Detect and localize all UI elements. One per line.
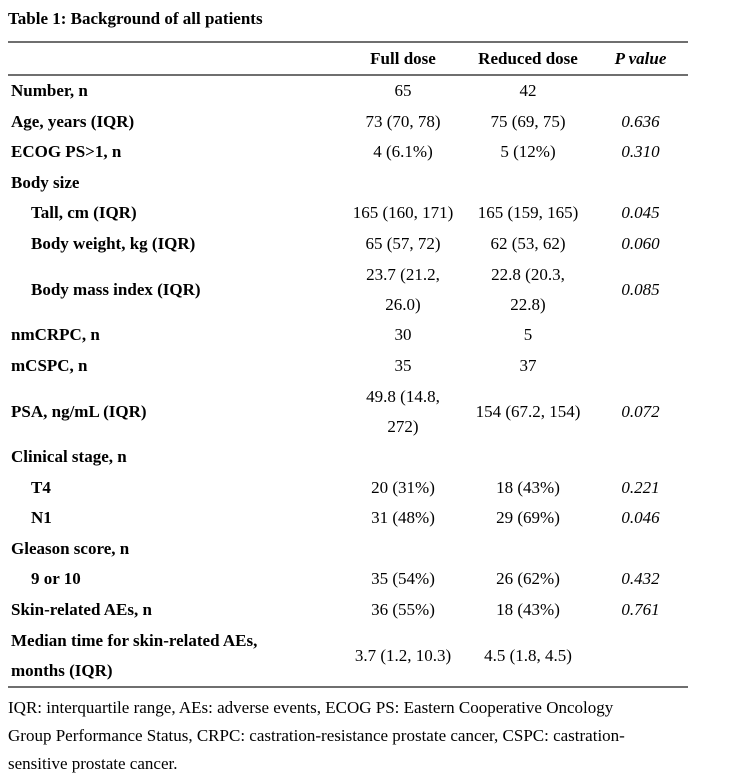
row-label: Age, years (IQR) — [11, 111, 135, 131]
reduced-dose-value: 75 (69, 75) — [490, 111, 566, 131]
p-value: 0.045 — [621, 203, 660, 223]
reduced-dose-value: 18 (43%) — [496, 477, 560, 497]
table-header-rule — [8, 74, 688, 76]
full-dose-value: 73 (70, 78) — [365, 111, 441, 131]
full-dose-value: 4 (6.1%) — [373, 142, 433, 162]
table-row: Age, years (IQR) 73 (70, 78) 75 (69, 75)… — [8, 107, 688, 138]
full-dose-value: 165 (160, 171) — [352, 203, 454, 223]
row-label: Body mass index (IQR) — [31, 279, 201, 299]
table-row: 9 or 10 35 (54%) 26 (62%) 0.432 — [8, 564, 688, 595]
row-label: 9 or 10 — [31, 569, 81, 589]
full-dose-value: 35 — [394, 355, 412, 375]
reduced-dose-value: 4.5 (1.8, 4.5) — [484, 645, 572, 665]
p-value: 0.060 — [621, 233, 660, 253]
table-row: Gleason score, n — [8, 534, 688, 565]
p-value: 0.636 — [621, 111, 660, 131]
full-dose-value: 65 — [394, 81, 412, 101]
footnote-line: sensitive prostate cancer. — [8, 754, 178, 773]
full-dose-value: 30 — [394, 325, 412, 345]
reduced-dose-value: 29 (69%) — [496, 508, 560, 528]
p-value: 0.761 — [621, 599, 660, 619]
table-row: ECOG PS>1, n 4 (6.1%) 5 (12%) 0.310 — [8, 137, 688, 168]
full-dose-value: 31 (48%) — [371, 508, 435, 528]
row-label: Gleason score, n — [11, 538, 130, 558]
table-row: Body size — [8, 168, 688, 199]
patients-table: Full dose Reduced dose P value Number, n… — [8, 41, 688, 688]
table-body: Number, n 65 42 Age, years (IQR) 73 (70,… — [8, 76, 688, 686]
column-header-full-dose: Full dose — [370, 48, 436, 68]
full-dose-value: 23.7 (21.2, 26.0) — [366, 264, 440, 314]
p-value: 0.310 — [621, 142, 660, 162]
p-value: 0.432 — [621, 569, 660, 589]
reduced-dose-value: 26 (62%) — [496, 569, 560, 589]
row-label: Number, n — [11, 81, 88, 101]
reduced-dose-value: 5 (12%) — [500, 142, 556, 162]
table-row: N1 31 (48%) 29 (69%) 0.046 — [8, 503, 688, 534]
row-label: Median time for skin-related AEs, months… — [11, 630, 258, 680]
row-label: ECOG PS>1, n — [11, 142, 122, 162]
row-label: Body size — [11, 172, 80, 192]
reduced-dose-value: 18 (43%) — [496, 599, 560, 619]
reduced-dose-value: 37 — [519, 355, 537, 375]
column-header-reduced-dose: Reduced dose — [478, 48, 578, 68]
full-dose-value: 35 (54%) — [371, 569, 435, 589]
table-row: Number, n 65 42 — [8, 76, 688, 107]
table-bottom-rule — [8, 686, 688, 688]
reduced-dose-value: 5 — [523, 325, 533, 345]
reduced-dose-value: 22.8 (20.3, 22.8) — [491, 264, 565, 314]
row-label: N1 — [31, 508, 52, 528]
table-row: mCSPC, n 35 37 — [8, 351, 688, 382]
table-row: Clinical stage, n — [8, 442, 688, 473]
full-dose-value: 36 (55%) — [371, 599, 435, 619]
reduced-dose-value: 62 (53, 62) — [490, 233, 566, 253]
table-header-row: Full dose Reduced dose P value — [8, 43, 688, 74]
table-row: Skin-related AEs, n 36 (55%) 18 (43%) 0.… — [8, 595, 688, 626]
table-row: Median time for skin-related AEs, months… — [8, 625, 688, 686]
row-label: Clinical stage, n — [11, 447, 127, 467]
table-row: T4 20 (31%) 18 (43%) 0.221 — [8, 473, 688, 504]
reduced-dose-value: 42 — [519, 81, 537, 101]
footnote-line: IQR: interquartile range, AEs: adverse e… — [8, 698, 614, 717]
column-header-p-value: P value — [614, 48, 667, 68]
table-footnote: IQR: interquartile range, AEs: adverse e… — [8, 688, 728, 778]
row-label: T4 — [31, 477, 51, 497]
row-label: PSA, ng/mL (IQR) — [11, 401, 147, 421]
reduced-dose-value: 154 (67.2, 154) — [475, 401, 581, 421]
table-top-rule — [8, 41, 688, 43]
row-label: Skin-related AEs, n — [11, 599, 152, 619]
table-row: Body weight, kg (IQR) 65 (57, 72) 62 (53… — [8, 229, 688, 260]
full-dose-value: 49.8 (14.8, 272) — [366, 386, 440, 436]
table-row: Body mass index (IQR) 23.7 (21.2, 26.0) … — [8, 259, 688, 320]
table-row: PSA, ng/mL (IQR) 49.8 (14.8, 272) 154 (6… — [8, 381, 688, 442]
p-value: 0.046 — [621, 508, 660, 528]
footnote-line: Group Performance Status, CRPC: castrati… — [8, 726, 625, 745]
reduced-dose-value: 165 (159, 165) — [477, 203, 579, 223]
table-title: Table 1: Background of all patients — [8, 9, 263, 28]
row-label: mCSPC, n — [11, 355, 88, 375]
row-label: nmCRPC, n — [11, 325, 100, 345]
table-row: Tall, cm (IQR) 165 (160, 171) 165 (159, … — [8, 198, 688, 229]
row-label: Tall, cm (IQR) — [31, 203, 137, 223]
full-dose-value: 65 (57, 72) — [365, 233, 441, 253]
p-value: 0.221 — [621, 477, 660, 497]
p-value: 0.085 — [621, 279, 660, 299]
row-label: Body weight, kg (IQR) — [31, 233, 196, 253]
full-dose-value: 3.7 (1.2, 10.3) — [354, 645, 452, 665]
p-value: 0.072 — [621, 401, 660, 421]
full-dose-value: 20 (31%) — [371, 477, 435, 497]
table-row: nmCRPC, n 30 5 — [8, 320, 688, 351]
